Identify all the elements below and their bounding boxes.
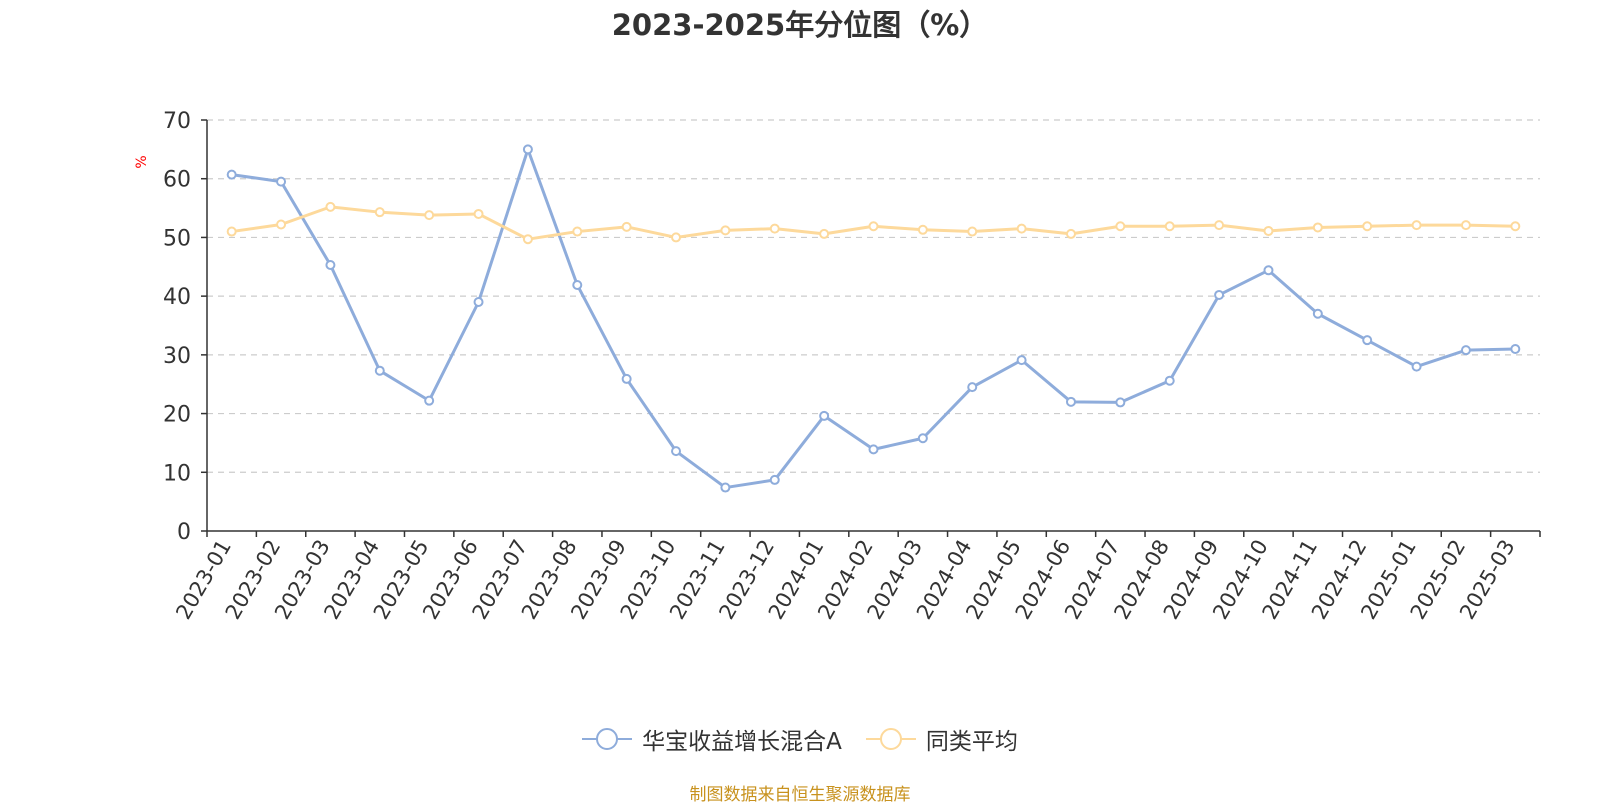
data-point-series-1[interactable] xyxy=(671,446,682,457)
gridlines xyxy=(207,119,1540,473)
data-point-series-2[interactable] xyxy=(374,207,385,218)
data-point-series-2[interactable] xyxy=(671,232,682,243)
data-point-series-2[interactable] xyxy=(473,208,484,219)
data-point-series-2[interactable] xyxy=(1016,223,1027,234)
data-point-series-2[interactable] xyxy=(769,223,780,234)
y-tick-label: 20 xyxy=(163,403,191,428)
data-point-series-1[interactable] xyxy=(1016,355,1027,366)
axes: 0102030405060702023-012023-022023-032023… xyxy=(163,109,1541,623)
data-point-series-2[interactable] xyxy=(1263,225,1274,236)
data-point-series-1[interactable] xyxy=(1362,335,1373,346)
data-point-series-2[interactable] xyxy=(1312,222,1323,233)
data-point-series-1[interactable] xyxy=(522,144,533,155)
data-point-series-1[interactable] xyxy=(424,395,435,406)
data-point-series-1[interactable] xyxy=(374,365,385,376)
legend-label-series1: 华宝收益增长混合A xyxy=(642,729,842,755)
data-point-series-1[interactable] xyxy=(720,482,731,493)
data-point-series-2[interactable] xyxy=(424,210,435,221)
data-point-series-2[interactable] xyxy=(325,201,336,212)
data-point-series-1[interactable] xyxy=(276,176,287,187)
data-point-series-1[interactable] xyxy=(1065,396,1076,407)
legend-item-series1[interactable]: 华宝收益增长混合A xyxy=(582,722,842,756)
data-point-series-2[interactable] xyxy=(522,234,533,245)
y-tick-label: 40 xyxy=(163,285,191,310)
data-point-series-1[interactable] xyxy=(819,410,830,421)
y-tick-label: 30 xyxy=(163,344,191,369)
data-point-series-1[interactable] xyxy=(325,260,336,271)
data-point-series-2[interactable] xyxy=(917,224,928,235)
series-line-1 xyxy=(231,147,1516,490)
data-point-series-1[interactable] xyxy=(1263,265,1274,276)
data-point-series-1[interactable] xyxy=(1312,308,1323,319)
data-point-series-2[interactable] xyxy=(1214,220,1225,231)
data-point-series-2[interactable] xyxy=(967,226,978,237)
data-point-series-2[interactable] xyxy=(621,221,632,232)
data-point-series-2[interactable] xyxy=(1164,221,1175,232)
data-point-series-1[interactable] xyxy=(1115,397,1126,408)
data-point-series-1[interactable] xyxy=(473,297,484,308)
data-point-series-2[interactable] xyxy=(1510,221,1521,232)
y-tick-label: 0 xyxy=(177,520,191,545)
data-point-series-2[interactable] xyxy=(1065,228,1076,239)
data-point-series-2[interactable] xyxy=(1115,221,1126,232)
legend: 华宝收益增长混合A 同类平均 xyxy=(0,722,1600,756)
data-point-series-2[interactable] xyxy=(1411,220,1422,231)
legend-line-circle-icon xyxy=(582,728,633,750)
data-point-series-1[interactable] xyxy=(226,169,237,180)
data-point-series-1[interactable] xyxy=(1460,345,1471,356)
y-tick-label: 60 xyxy=(163,168,191,193)
data-point-series-2[interactable] xyxy=(819,228,830,239)
y-tick-label: 70 xyxy=(163,109,191,134)
data-point-series-2[interactable] xyxy=(720,225,731,236)
data-point-series-1[interactable] xyxy=(868,444,879,455)
series-lines xyxy=(226,144,1521,493)
y-tick-label: 50 xyxy=(163,226,191,251)
data-point-series-2[interactable] xyxy=(276,219,287,230)
y-tick-label: 10 xyxy=(163,461,191,486)
data-point-series-1[interactable] xyxy=(917,433,928,444)
data-point-series-1[interactable] xyxy=(967,382,978,393)
legend-item-series2[interactable]: 同类平均 xyxy=(865,722,1018,756)
data-point-series-1[interactable] xyxy=(769,474,780,485)
chart-title: 2023-2025年分位图（%） xyxy=(611,8,989,42)
data-point-series-1[interactable] xyxy=(1164,375,1175,386)
y-axis-unit-label: % xyxy=(134,155,150,168)
data-point-series-2[interactable] xyxy=(572,226,583,237)
legend-label-series2: 同类平均 xyxy=(925,729,1018,755)
data-point-series-2[interactable] xyxy=(226,226,237,237)
data-point-series-1[interactable] xyxy=(1510,343,1521,354)
data-point-series-1[interactable] xyxy=(1411,361,1422,372)
data-point-series-2[interactable] xyxy=(1362,221,1373,232)
data-point-series-1[interactable] xyxy=(1214,289,1225,300)
data-point-series-2[interactable] xyxy=(868,221,879,232)
data-source-note: 制图数据来自恒生聚源数据库 xyxy=(689,785,911,805)
legend-line-circle-icon xyxy=(865,728,916,750)
data-point-series-2[interactable] xyxy=(1460,220,1471,231)
data-point-series-1[interactable] xyxy=(572,279,583,290)
data-point-series-1[interactable] xyxy=(621,373,632,384)
